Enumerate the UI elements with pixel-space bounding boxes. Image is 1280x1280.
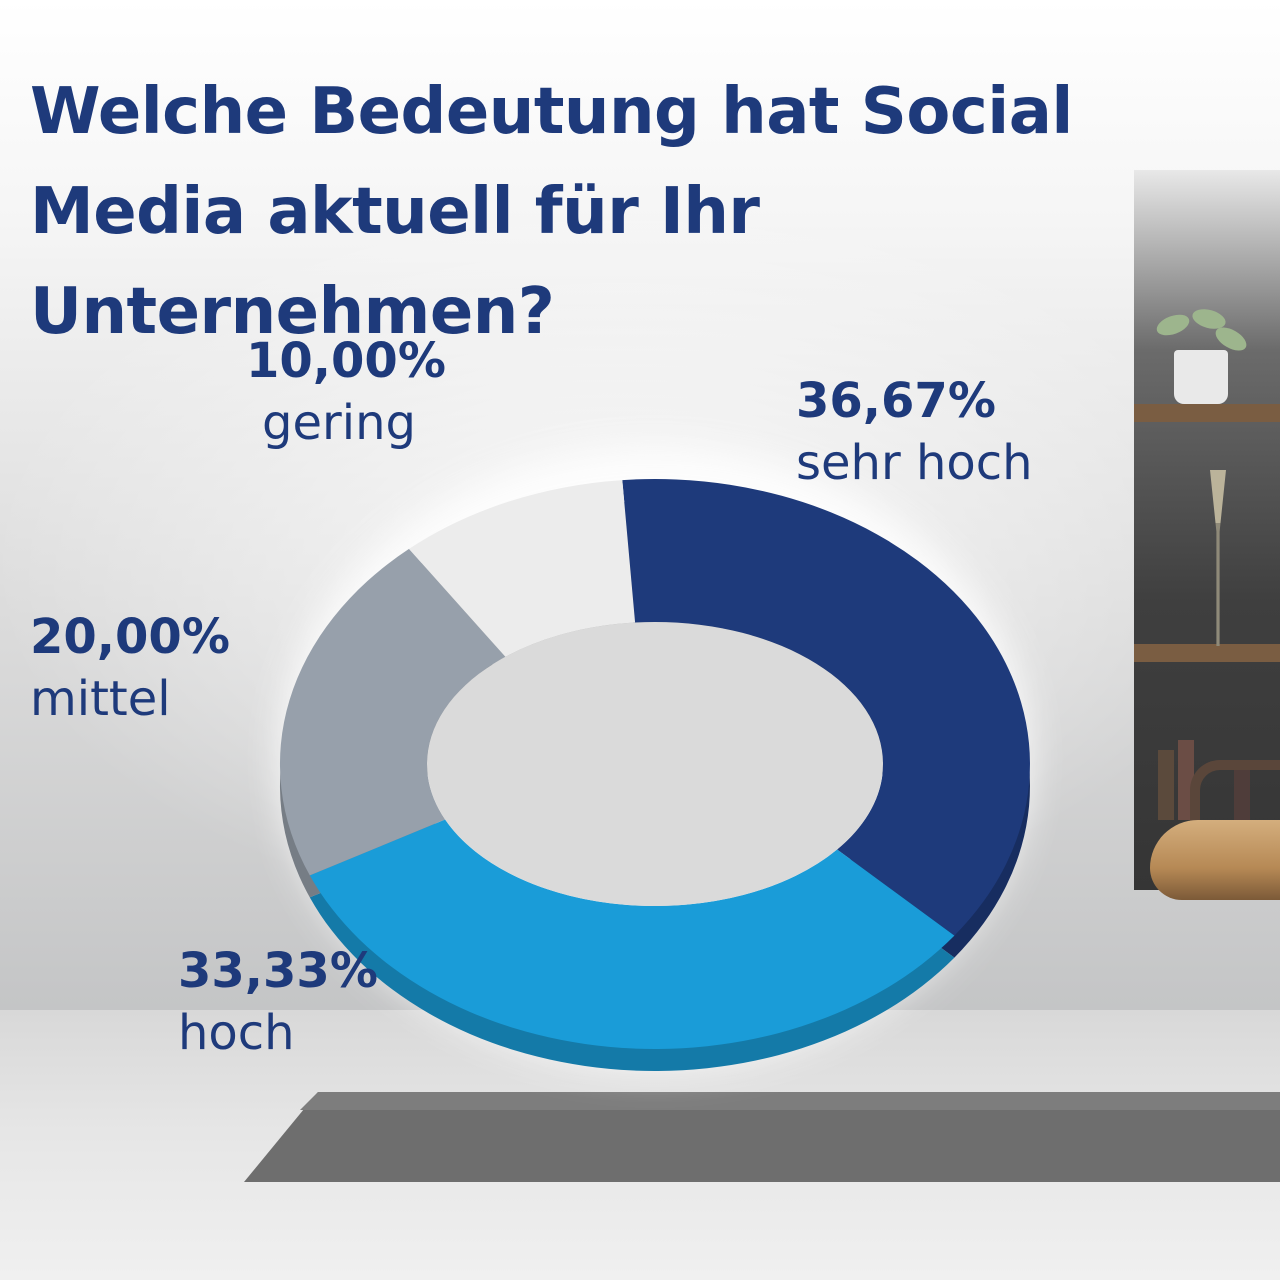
slice-label-hoch: 33,33% hoch	[178, 940, 378, 1064]
slice-label-sehr-hoch: 36,67% sehr hoch	[796, 370, 1033, 494]
donut-top-layer	[279, 479, 1030, 1050]
background-chair	[1150, 820, 1280, 900]
donut-hole	[427, 622, 883, 906]
donut-slice-sehr-hoch	[622, 479, 1030, 936]
chart-title: Welche Bedeutung hat Social Media aktuel…	[30, 75, 1073, 349]
slice-value-hoch: 33,33%	[178, 943, 378, 999]
slice-value-sehr-hoch: 36,67%	[796, 373, 996, 429]
slice-category-hoch: hoch	[178, 1005, 295, 1061]
slice-category-sehr-hoch: sehr hoch	[796, 435, 1033, 491]
slice-label-mittel: 20,00% mittel	[30, 606, 230, 730]
slice-category-gering: gering	[262, 395, 416, 451]
donut-slice-hoch	[309, 819, 955, 1050]
donut-slice-gering	[409, 480, 636, 657]
background-chair-arm	[1190, 760, 1280, 830]
slice-label-gering: 10,00% gering	[246, 330, 446, 454]
slice-category-mittel: mittel	[30, 671, 171, 727]
slice-value-gering: 10,00%	[246, 333, 446, 389]
slice-value-mittel: 20,00%	[30, 609, 230, 665]
donut-slice-mittel	[279, 548, 506, 876]
